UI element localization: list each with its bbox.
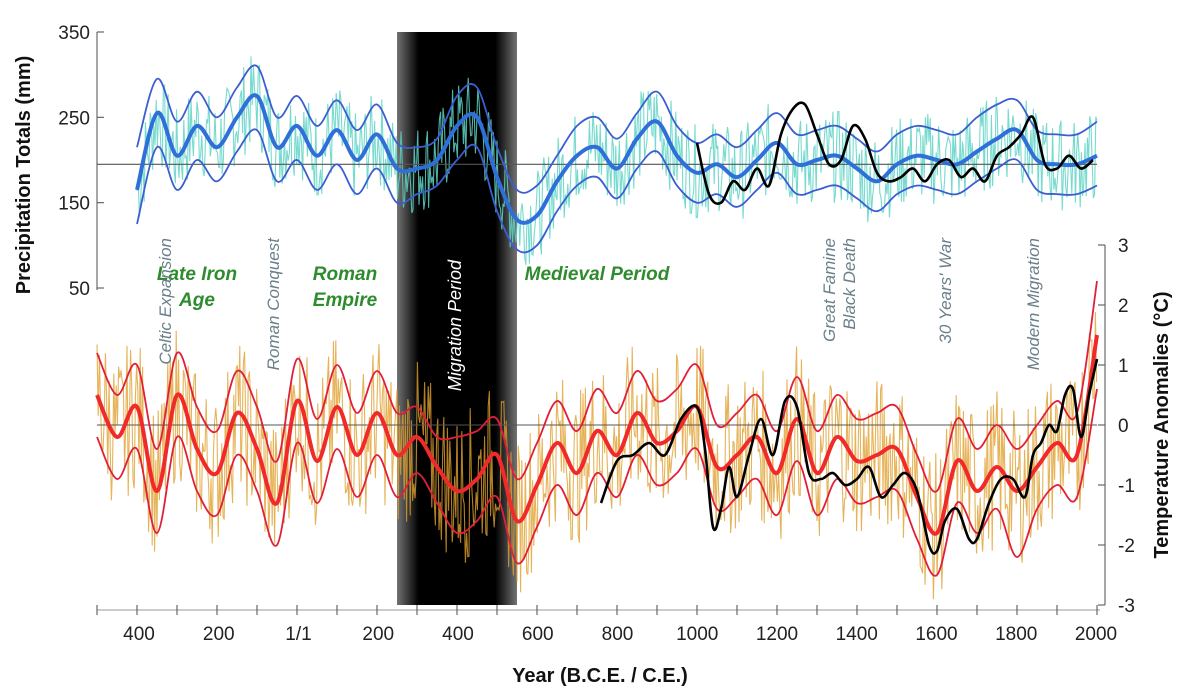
axis-layer: 400 200 1/1 200 400 600 800 1000 1200 1400 1600 180… [58, 23, 1135, 645]
y-axis-title-precipitation: Precipitation Totals (mm) [13, 56, 35, 295]
x-tick-label: 800 [602, 624, 634, 645]
period-label: Age [178, 290, 215, 311]
y-tick-label-temperature: -2 [1118, 536, 1135, 557]
temperature-lower-bound [96, 388, 1098, 577]
precipitation-lower-bound [136, 128, 1098, 254]
y-tick-label-temperature: 2 [1118, 296, 1129, 317]
event-label: Great Famine [820, 238, 839, 342]
temperature-upper-bound [96, 280, 1098, 493]
y-tick-label-temperature: 1 [1118, 356, 1129, 377]
period-label: Late Iron [157, 264, 237, 285]
precipitation-raw-series [136, 56, 1098, 265]
period-label: Empire [313, 290, 378, 311]
precipitation-layer [97, 56, 1098, 265]
period-label: Medieval Period [525, 264, 670, 285]
event-label: Roman Conquest [264, 237, 283, 371]
temperature-layer [95, 280, 1099, 600]
precipitation-upper-bound [136, 64, 1098, 194]
precipitation-instrumental-series [695, 101, 1094, 205]
x-axis-title: Year (B.C.E. / C.E.) [512, 665, 688, 687]
precipitation-mean-series [135, 93, 1098, 225]
y-tick-label-temperature: -1 [1118, 476, 1135, 497]
x-tick-label: 1600 [915, 624, 957, 645]
x-tick-label: 2000 [1075, 624, 1117, 645]
x-tick-label: 1/1 [285, 624, 311, 645]
temperature-mean-series [95, 334, 1099, 536]
y-tick-label-temperature: -3 [1118, 596, 1135, 617]
event-label: Modern Migration [1024, 238, 1043, 370]
temperature-instrumental-series [599, 358, 1099, 555]
x-tick-label: 600 [522, 624, 554, 645]
x-tick-label: 200 [203, 624, 235, 645]
y-tick-label-precipitation: 250 [58, 108, 90, 129]
y-tick-label-temperature: 3 [1118, 236, 1129, 257]
event-label: Black Death [840, 238, 859, 330]
annotation-layer: Late Iron Age Roman Empire Medieval Period Ce… [156, 237, 1043, 391]
x-tick-label: 400 [442, 624, 474, 645]
x-tick-label: 1200 [756, 624, 798, 645]
period-label: Roman [313, 264, 377, 285]
y-tick-label-precipitation: 50 [69, 279, 90, 300]
x-tick-label: 400 [123, 624, 155, 645]
event-label: 30 Years' War [936, 237, 955, 344]
y-tick-label-temperature: 0 [1118, 416, 1129, 437]
x-tick-label: 200 [362, 624, 394, 645]
x-tick-label: 1400 [836, 624, 878, 645]
x-tick-label: 1000 [676, 624, 718, 645]
event-label: Celtic Expansion [156, 238, 175, 365]
x-tick-label: 1800 [995, 624, 1037, 645]
y-tick-label-precipitation: 150 [58, 194, 90, 215]
event-label: Migration Period [445, 259, 465, 391]
y-axis-title-temperature: Temperature Anomalies (°C) [1151, 292, 1173, 559]
y-tick-label-precipitation: 350 [58, 23, 90, 44]
